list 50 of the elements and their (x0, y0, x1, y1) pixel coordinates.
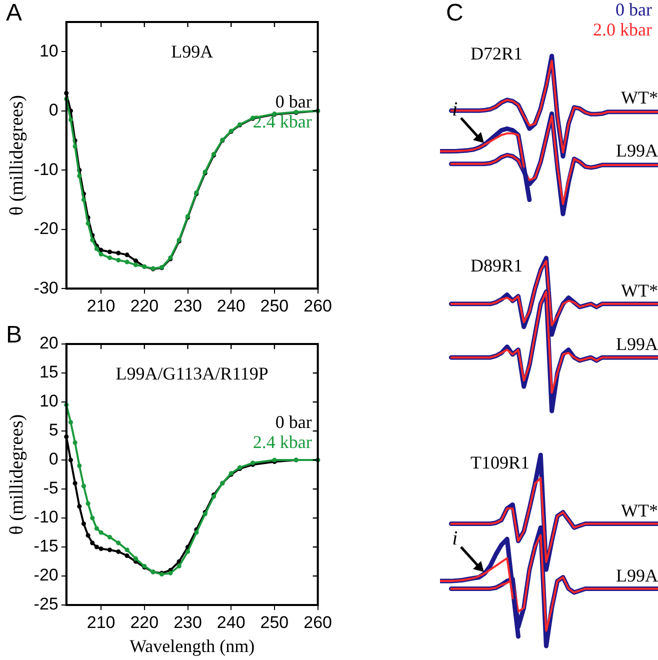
x-axis-title: Wavelength (nm) (130, 636, 255, 656)
text: L99A (171, 42, 214, 62)
x-tick-label: 220 (130, 612, 159, 632)
text: 0 bar (616, 0, 652, 20)
legend-label: 0 bar (275, 412, 312, 432)
x-tick-label: 240 (216, 296, 246, 316)
y-tick-label: -10 (34, 508, 58, 527)
y-tick-label: -5 (43, 478, 58, 498)
annotation: WT* (621, 500, 658, 520)
annotation: L99A (616, 140, 658, 161)
chart-title: B (6, 322, 22, 349)
annotation: WT* (621, 280, 658, 301)
chart-title: C (446, 0, 464, 27)
chart-subtitle: D89R1 (470, 256, 523, 276)
y-tick-label: 0 (48, 100, 58, 120)
x-tick-label: 250 (260, 612, 289, 632)
x-tick-label: 260 (304, 296, 332, 316)
annotation: WT* (621, 87, 658, 108)
y-tick-label: 5 (48, 420, 58, 440)
legend-label: 0 bar (275, 92, 312, 112)
x-tick-label: 220 (130, 296, 159, 316)
y-tick-label: -25 (34, 594, 58, 614)
annotation: L99A (616, 334, 658, 354)
y-axis-title: θ (millidegrees) (6, 414, 28, 535)
x-tick-label: 210 (86, 612, 116, 632)
y-tick-label: 15 (39, 362, 58, 382)
chart-subtitle: T109R1 (470, 452, 530, 473)
x-tick-label: 230 (174, 296, 202, 316)
x-tick-label: 240 (216, 612, 246, 632)
y-tick-label: 10 (39, 41, 58, 60)
y-tick-label: -15 (34, 536, 58, 556)
y-tick-label: -20 (34, 219, 58, 238)
x-tick-label: 210 (86, 296, 116, 316)
x-tick-label: 250 (260, 296, 289, 316)
y-tick-label: -30 (34, 278, 58, 298)
annotation: i (452, 528, 458, 550)
annotation: L99A (616, 565, 658, 586)
y-tick-label: 0 (48, 450, 58, 469)
y-tick-label: 10 (39, 392, 58, 411)
y-tick-label: 20 (39, 334, 58, 353)
series-label: 2.4 kbar (252, 432, 312, 452)
x-tick-label: 230 (174, 612, 202, 632)
text: L99A/G113A/R119P (116, 364, 268, 384)
chart-title: A (6, 0, 22, 27)
text: 2.0 kbar (593, 20, 652, 40)
y-tick-label: -10 (34, 160, 58, 179)
chart-subtitle: D72R1 (470, 44, 523, 64)
y-axis-title: θ (millidegrees) (6, 95, 28, 216)
x-tick-label: 260 (304, 612, 332, 632)
y-tick-label: -20 (34, 566, 58, 585)
